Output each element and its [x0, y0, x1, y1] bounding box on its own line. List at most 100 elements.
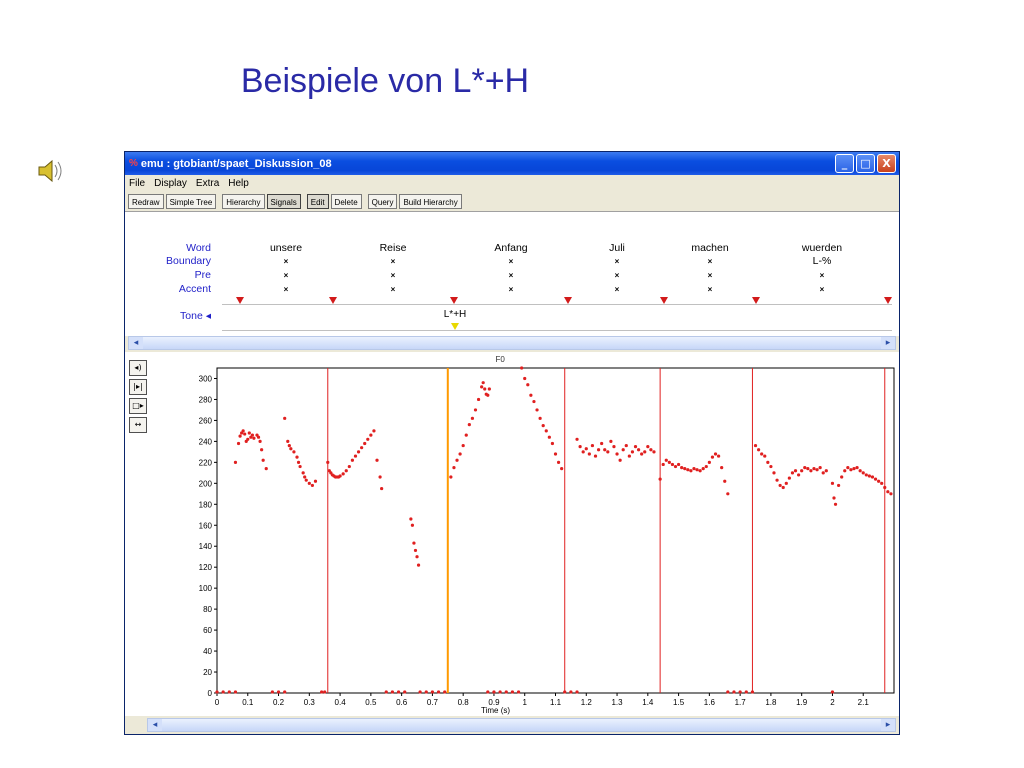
f0-point: [532, 399, 536, 404]
query-button[interactable]: Query: [367, 193, 398, 209]
y-tick-label: 180: [199, 500, 213, 509]
tier-label-tone[interactable]: Tone ◂: [180, 310, 211, 322]
maximize-button[interactable]: □: [856, 154, 875, 173]
f0-point: [227, 690, 231, 694]
boundary-marker-icon[interactable]: [884, 297, 892, 304]
boundary-mark[interactable]: L-%: [812, 255, 832, 267]
f0-point: [858, 469, 862, 473]
pre-mark[interactable]: ×: [508, 271, 514, 280]
signals-button[interactable]: Signals: [266, 193, 301, 209]
scroll-left-icon[interactable]: ◂: [148, 719, 162, 731]
f0-point: [649, 448, 653, 452]
f0-point: [403, 690, 407, 694]
f0-point: [624, 443, 628, 448]
accent-mark[interactable]: ×: [819, 285, 825, 294]
accent-mark[interactable]: ×: [283, 285, 289, 294]
minimize-button[interactable]: _: [835, 154, 854, 173]
hierarchy-button[interactable]: Hierarchy: [222, 193, 265, 209]
tone-label[interactable]: L*+H: [443, 309, 467, 320]
word-label[interactable]: Juli: [609, 242, 625, 254]
f0-point: [757, 448, 761, 452]
scroll-right-icon[interactable]: ▸: [881, 719, 895, 731]
f0-point: [760, 452, 764, 456]
f0-point: [695, 468, 699, 472]
build-hierarchy-button[interactable]: Build Hierarchy: [399, 193, 462, 209]
accent-mark[interactable]: ×: [508, 285, 514, 294]
f0-chart[interactable]: F002040608010012014016018020022024026028…: [125, 352, 899, 716]
tier-label-accent[interactable]: Accent: [178, 283, 211, 295]
accent-mark[interactable]: ×: [707, 285, 713, 294]
f0-point: [553, 452, 558, 456]
boundary-marker-icon[interactable]: [660, 297, 668, 304]
boundary-mark[interactable]: ×: [614, 257, 620, 266]
f0-point: [833, 502, 838, 506]
f0-point: [673, 464, 678, 469]
x-tick-label: 1: [523, 698, 528, 707]
f0-point: [320, 690, 324, 694]
boundary-marker-icon[interactable]: [450, 297, 458, 304]
word-label[interactable]: Reise: [379, 242, 407, 254]
accent-mark[interactable]: ×: [390, 285, 396, 294]
boundary-mark[interactable]: ×: [390, 257, 396, 266]
f0-point: [864, 473, 868, 477]
boundary-marker-icon[interactable]: [329, 297, 337, 304]
redraw-button[interactable]: Redraw: [128, 193, 164, 209]
f0-point: [880, 481, 884, 485]
f0-point: [247, 431, 251, 435]
boundary-mark[interactable]: ×: [707, 257, 713, 266]
menu-file[interactable]: File: [129, 177, 146, 189]
close-button[interactable]: X: [877, 154, 896, 173]
f0-point: [584, 447, 588, 451]
zoom-out-icon[interactable]: ↔: [129, 417, 147, 433]
pre-mark[interactable]: ×: [819, 271, 825, 280]
f0-point: [416, 563, 421, 567]
f0-point: [461, 443, 465, 448]
speaker-icon[interactable]: [36, 156, 66, 186]
tier-label-word[interactable]: Word: [186, 242, 211, 254]
word-label[interactable]: unsere: [269, 242, 303, 254]
f0-point: [236, 441, 241, 446]
boundary-mark[interactable]: ×: [508, 257, 514, 266]
word-label[interactable]: machen: [691, 242, 729, 254]
scroll-left-icon[interactable]: ◂: [129, 337, 143, 349]
f0-point: [413, 548, 418, 553]
window-titlebar[interactable]: % emu : gtobiant/spaet_Diskussion_08 _ □…: [125, 152, 899, 175]
boundary-marker-icon[interactable]: [236, 297, 244, 304]
label-horizontal-scrollbar[interactable]: ◂ ▸: [128, 336, 896, 350]
pre-mark[interactable]: ×: [390, 271, 396, 280]
tone-marker-icon[interactable]: [451, 323, 459, 330]
menu-extra[interactable]: Extra: [195, 177, 220, 189]
boundary-mark[interactable]: ×: [283, 257, 289, 266]
side-toolbar: ◂) |▸| □▸ ↔: [129, 360, 147, 436]
speaker-volume-icon[interactable]: ◂): [129, 360, 147, 376]
word-label[interactable]: Anfang: [494, 242, 528, 254]
x-tick-label: 0.5: [365, 698, 377, 707]
zoom-fit-icon[interactable]: |▸|: [129, 379, 147, 395]
scroll-right-icon[interactable]: ▸: [881, 337, 895, 349]
tier-label-pre[interactable]: Pre: [194, 269, 211, 281]
boundary-marker-icon[interactable]: [564, 297, 572, 304]
accent-mark[interactable]: ×: [614, 285, 620, 294]
pre-mark[interactable]: ×: [614, 271, 620, 280]
tier-label-boundary[interactable]: Boundary: [166, 255, 211, 267]
delete-button[interactable]: Delete: [330, 193, 362, 209]
menu-display[interactable]: Display: [154, 177, 187, 189]
menu-help[interactable]: Help: [228, 177, 249, 189]
zoom-right-icon[interactable]: □▸: [129, 398, 147, 414]
f0-point: [772, 471, 776, 475]
boundary-marker-icon[interactable]: [752, 297, 760, 304]
f0-point: [487, 387, 491, 391]
word-label[interactable]: wuerden: [801, 242, 843, 254]
signal-horizontal-scrollbar[interactable]: ◂ ▸: [147, 718, 896, 732]
f0-point: [806, 467, 810, 471]
pre-mark[interactable]: ×: [707, 271, 713, 280]
pre-mark[interactable]: ×: [283, 271, 289, 280]
f0-point: [303, 475, 307, 479]
x-tick-label: 2.1: [858, 698, 870, 707]
f0-point: [283, 416, 287, 420]
f0-point: [486, 690, 490, 694]
f0-point: [790, 471, 795, 475]
edit-button[interactable]: Edit: [306, 193, 329, 209]
simple-tree-button[interactable]: Simple Tree: [165, 193, 217, 209]
f0-point: [627, 454, 631, 458]
